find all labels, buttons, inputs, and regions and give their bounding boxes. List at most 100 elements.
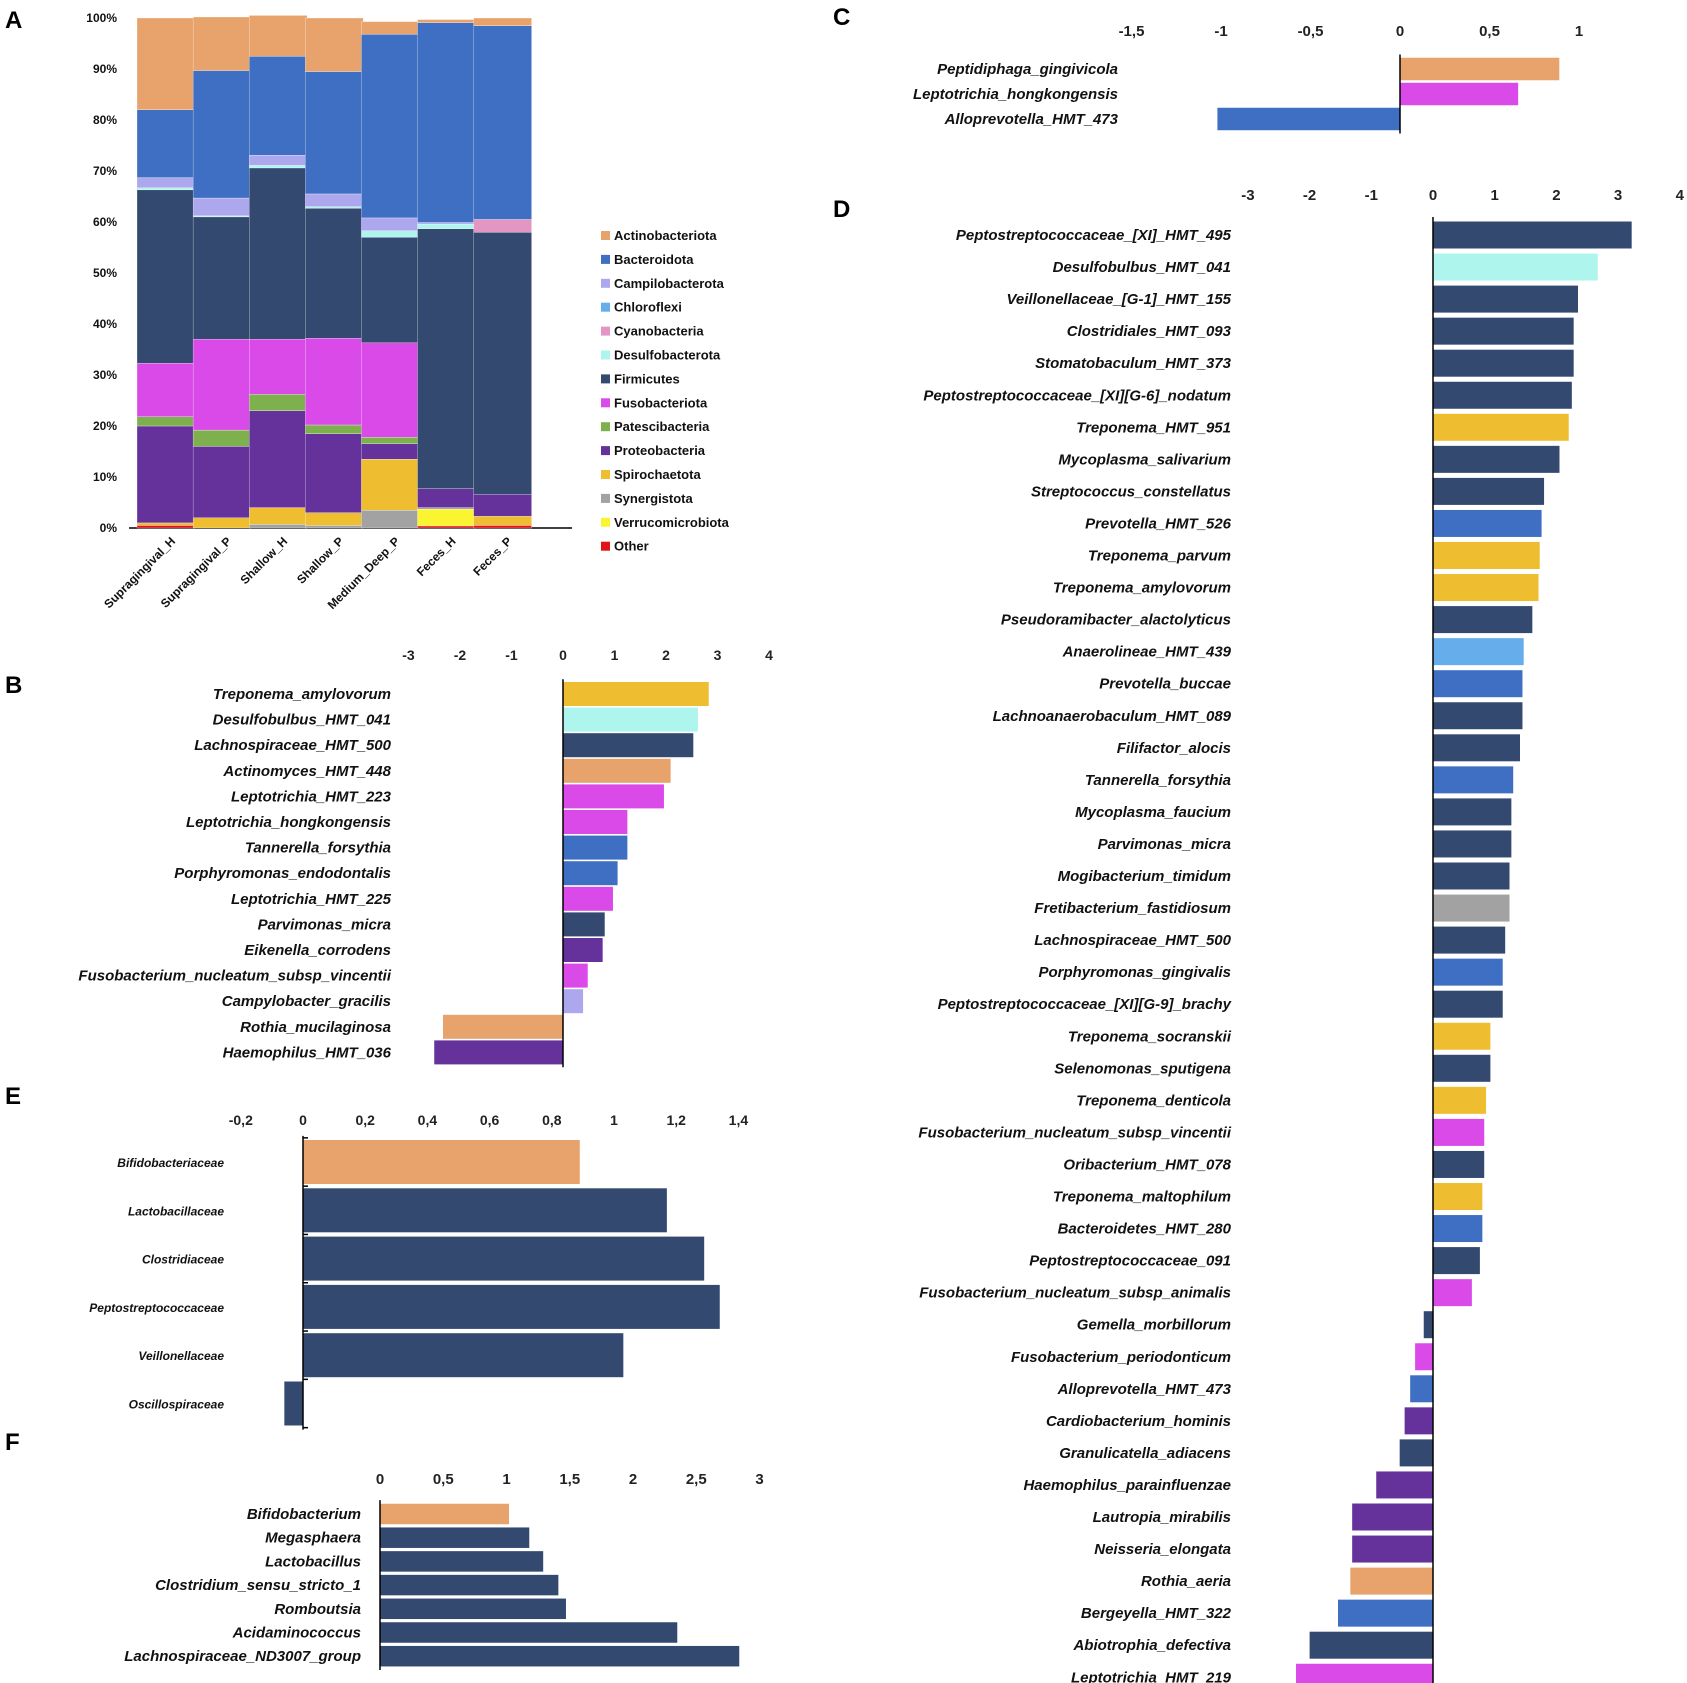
panel-d-bar — [1433, 702, 1523, 730]
a-bar-segment-spirochaetota — [473, 516, 532, 526]
panel-d-category-label: Prevotella_HMT_526 — [1085, 515, 1232, 532]
panel-d-bar — [1433, 638, 1524, 666]
a-bar-segment-spirochaetota — [361, 458, 420, 511]
panel-d-bar — [1410, 1375, 1433, 1403]
a-bar-segment-bacteroidota — [192, 70, 252, 199]
panel-d-category-label: Prevotella_buccae — [1099, 676, 1231, 693]
panel-b-x-tick-label: 1 — [611, 647, 619, 663]
a-bar-segment-fusobacteriota — [136, 363, 196, 417]
panel-b-x-tick-label: 2 — [662, 647, 670, 663]
a-category-label: Shallow_P — [294, 534, 346, 586]
panel-b-bar — [563, 835, 628, 860]
panel-d-category-label: Fretibacterium_fastidiosum — [1034, 900, 1231, 917]
panel-c-category-label: Leptotrichia_hongkongensis — [913, 86, 1118, 103]
panel-d-category-label: Lautropia_mirabilis — [1093, 1509, 1231, 1526]
a-bar-segment-actinobacteriota — [417, 19, 476, 23]
a-y-tick-label: 60% — [93, 215, 117, 229]
panel-b-x-tick-label: -2 — [454, 647, 467, 663]
panel-d-category-label: Fusobacterium_periodonticum — [1011, 1349, 1231, 1366]
panel-e-x-tick-label: -0,2 — [229, 1112, 253, 1128]
panel-d-bar — [1433, 253, 1598, 281]
panel-label-a: A — [5, 7, 22, 34]
a-legend-swatch — [601, 278, 610, 288]
panel-b-bar — [563, 758, 671, 783]
a-legend-label: Proteobacteria — [614, 443, 706, 458]
panel-c-x-tick-label: 1 — [1575, 23, 1583, 40]
panel-d-x-tick-label: 3 — [1614, 187, 1622, 204]
a-bar-segment-campilobacterota — [136, 177, 196, 188]
panel-d-bar — [1433, 862, 1510, 890]
a-bar-segment-desulfobacterota — [417, 223, 476, 229]
panel-d-category-label: Treponema_denticola — [1076, 1092, 1231, 1109]
panel-b-bar — [563, 989, 584, 1014]
a-bar-segment-actinobacteriota — [361, 21, 420, 35]
panel-d-category-label: Lachnospiraceae_HMT_500 — [1034, 932, 1231, 949]
a-legend-label: Synergistota — [614, 491, 694, 506]
panel-b-bar — [563, 810, 628, 834]
panel-d-category-label: Parvimonas_micra — [1098, 836, 1231, 853]
panel-c-bar — [1400, 57, 1560, 81]
panel-d-x-tick-label: -1 — [1365, 187, 1378, 204]
panel-e-category-label: Clostridiaceae — [142, 1253, 224, 1267]
panel-f-x-tick-label: 0,5 — [433, 1471, 454, 1488]
a-bar-segment-bacteroidota — [249, 56, 308, 156]
panel-d-bar — [1433, 1183, 1483, 1210]
panel-b-category-label: Actinomyces_HMT_448 — [222, 763, 391, 780]
a-bar-segment-proteobacteria — [305, 433, 364, 513]
panel-d-bar — [1415, 1343, 1433, 1371]
a-bar-segment-proteobacteria — [473, 494, 532, 517]
panel-d-category-label: Treponema_socranskii — [1068, 1028, 1232, 1045]
a-bar-segment-campilobacterota — [192, 197, 252, 217]
a-bar-segment-proteobacteria — [192, 446, 252, 518]
a-bar-segment-spirochaetota — [192, 517, 252, 529]
panel-b-bar — [563, 861, 618, 886]
panel-d-category-label: Anaerolineae_HMT_439 — [1062, 644, 1232, 661]
a-legend-swatch — [601, 446, 610, 456]
a-bar-segment-actinobacteriota — [249, 15, 308, 57]
panel-d-category-label: Pseudoramibacter_alactolyticus — [1001, 612, 1231, 629]
a-bar-segment-fusobacteriota — [249, 339, 308, 395]
panel-d-bar — [1433, 413, 1569, 441]
panel-d-category-label: Peptostreptococcaceae_[XI][G-9]_brachy — [938, 996, 1232, 1013]
panel-d-category-label: Porphyromonas_gingivalis — [1038, 964, 1231, 981]
a-bar-segment-spirochaetota — [305, 512, 364, 526]
a-bar-segment-patescibacteria — [192, 429, 252, 447]
a-legend-swatch — [601, 493, 610, 503]
panel-b-bar — [563, 707, 698, 732]
panel-d-category-label: Clostridiales_HMT_093 — [1067, 323, 1232, 340]
panel-b-category-label: Desulfobulbus_HMT_041 — [213, 712, 391, 729]
panel-e-x-tick-label: 0 — [299, 1112, 307, 1128]
panel-d-bar — [1433, 894, 1510, 922]
a-legend-label: Chloroflexi — [614, 300, 682, 315]
panel-d-bar-chart: -3 -2 -1 0 1 2 3 4 Peptostreptococcaceae_[XI]_HM… — [918, 187, 1685, 1683]
a-legend-swatch — [601, 326, 610, 336]
panel-d-category-label: Rothia_aeria — [1141, 1573, 1231, 1590]
panel-e-bar — [303, 1284, 720, 1329]
panel-d-bar — [1433, 1118, 1485, 1146]
a-legend-swatch — [601, 422, 610, 432]
panel-d-category-label: Streptococcus_constellatus — [1031, 483, 1231, 500]
a-legend-label: Patescibacteria — [614, 419, 710, 434]
a-legend-swatch — [601, 374, 610, 384]
panel-b-category-label: Treponema_amylovorum — [213, 686, 391, 703]
panel-d-bar — [1433, 734, 1520, 762]
panel-d-category-label: Bacteroidetes_HMT_280 — [1058, 1221, 1232, 1238]
panel-label-b: B — [5, 672, 22, 699]
panel-f-bar — [380, 1503, 510, 1525]
panel-c-x-tick-label: 0 — [1396, 23, 1404, 40]
panel-e-bar — [303, 1236, 705, 1281]
a-y-tick-label: 0% — [100, 521, 118, 535]
panel-e-category-label: Veillonellaceae — [138, 1349, 224, 1363]
panel-e-x-tick-label: 1,2 — [666, 1112, 686, 1128]
panel-d-category-label: Alloprevotella_HMT_473 — [1057, 1381, 1232, 1398]
panel-b-category-label: Porphyromonas_endodontalis — [174, 865, 391, 882]
panel-b-category-label: Rothia_mucilaginosa — [240, 1019, 391, 1036]
panel-d-bar — [1423, 1311, 1433, 1339]
panel-d-category-label: Gemella_morbillorum — [1077, 1317, 1231, 1334]
a-legend-label: Actinobacteriota — [614, 228, 717, 243]
panel-f-x-tick-label: 2,5 — [686, 1471, 707, 1488]
panel-b-bar — [563, 963, 588, 988]
panel-e-x-tick-label: 0,6 — [480, 1112, 500, 1128]
panel-b-bar — [563, 682, 709, 706]
panel-b-bar — [563, 912, 605, 937]
